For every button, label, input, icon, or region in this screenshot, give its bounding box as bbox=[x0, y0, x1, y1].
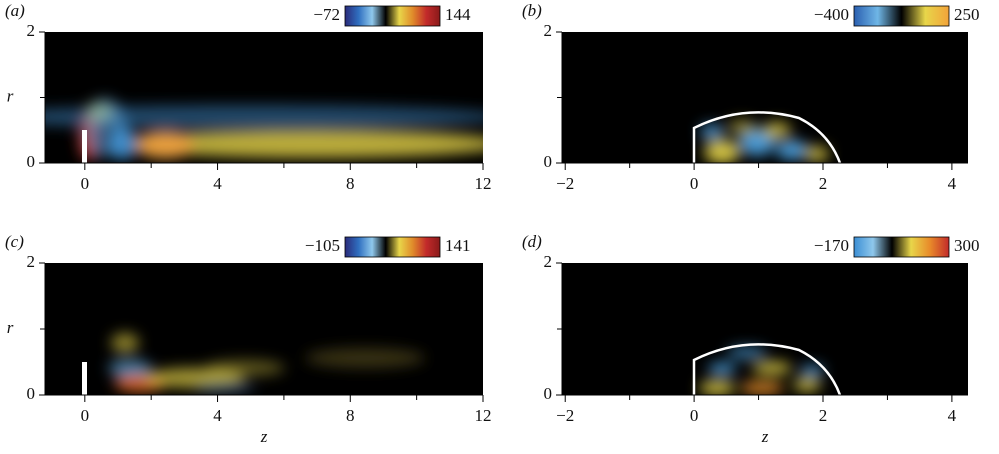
field-blob bbox=[800, 365, 824, 377]
field-blob bbox=[305, 348, 425, 368]
x-tick-label: 0 bbox=[690, 406, 699, 425]
x-axis-label: z bbox=[761, 427, 769, 446]
y-tick-label: 0 bbox=[27, 384, 36, 403]
field-blob bbox=[83, 98, 127, 158]
colorbar bbox=[853, 5, 950, 27]
panel-label: (c) bbox=[5, 232, 24, 251]
field bbox=[700, 120, 829, 163]
colorbar-min-label: −400 bbox=[814, 5, 849, 24]
field-blob bbox=[763, 122, 791, 138]
field-blob bbox=[205, 360, 285, 376]
field-blob bbox=[728, 120, 756, 134]
field-blob bbox=[135, 131, 195, 159]
field-blob bbox=[111, 333, 139, 353]
field-blob bbox=[195, 382, 255, 394]
x-tick-label: −2 bbox=[556, 406, 574, 425]
y-tick-label: 0 bbox=[544, 152, 553, 171]
x-axis-label: z bbox=[260, 427, 268, 446]
colorbar-min-label: −72 bbox=[313, 5, 340, 24]
field-blob bbox=[700, 124, 724, 140]
field-blob bbox=[776, 140, 808, 160]
bubble-outline bbox=[692, 343, 842, 396]
nozzle bbox=[82, 130, 87, 163]
x-tick-label: −2 bbox=[556, 174, 574, 193]
field-blob bbox=[793, 378, 821, 392]
field-blob bbox=[125, 130, 483, 158]
x-tick-label: 8 bbox=[346, 406, 355, 425]
x-tick-label: 2 bbox=[819, 174, 828, 193]
y-tick-label: 2 bbox=[27, 252, 36, 271]
colorbar-max-label: 250 bbox=[954, 5, 980, 24]
x-tick-label: 0 bbox=[690, 174, 699, 193]
nozzle bbox=[82, 362, 87, 395]
plot-background bbox=[45, 263, 483, 395]
field bbox=[108, 333, 425, 394]
colorbar-min-label: −170 bbox=[814, 236, 849, 255]
field-blob bbox=[704, 140, 740, 163]
x-tick-label: 12 bbox=[475, 174, 492, 193]
colorbar-max-label: 300 bbox=[954, 236, 980, 255]
x-tick-label: 2 bbox=[819, 406, 828, 425]
field-blob bbox=[727, 347, 767, 359]
bubble-outline bbox=[692, 111, 842, 164]
field-blob bbox=[805, 146, 829, 162]
x-tick-label: 4 bbox=[948, 406, 957, 425]
panel-label: (a) bbox=[5, 1, 25, 20]
y-tick-label: 0 bbox=[27, 152, 36, 171]
y-tick-label: 2 bbox=[27, 21, 36, 40]
panel-label: (d) bbox=[522, 232, 542, 251]
x-tick-label: 12 bbox=[475, 406, 492, 425]
x-tick-label: 4 bbox=[213, 174, 222, 193]
colorbar bbox=[853, 236, 950, 258]
panel-label: (b) bbox=[522, 1, 542, 20]
x-tick-label: 0 bbox=[81, 174, 90, 193]
x-tick-label: 4 bbox=[948, 174, 957, 193]
plot-background bbox=[562, 263, 968, 395]
x-tick-label: 0 bbox=[81, 406, 90, 425]
colorbar-max-label: 144 bbox=[445, 5, 471, 24]
y-tick-label: 0 bbox=[544, 384, 553, 403]
colorbar-min-label: −105 bbox=[305, 236, 340, 255]
field-blob bbox=[739, 128, 775, 156]
field-blob bbox=[45, 105, 483, 129]
y-tick-label: 2 bbox=[544, 21, 553, 40]
y-axis-label: r bbox=[7, 318, 14, 337]
colorbar bbox=[344, 236, 441, 258]
x-tick-label: 8 bbox=[346, 174, 355, 193]
x-tick-label: 4 bbox=[213, 406, 222, 425]
y-tick-label: 2 bbox=[544, 252, 553, 271]
field-blob bbox=[708, 363, 736, 375]
field-blob bbox=[740, 381, 784, 395]
colorbar bbox=[344, 5, 441, 27]
field-blob bbox=[108, 360, 152, 376]
colorbar-max-label: 141 bbox=[445, 236, 471, 255]
field-blob bbox=[699, 381, 735, 395]
field-blob bbox=[752, 362, 792, 374]
y-axis-label: r bbox=[7, 86, 14, 105]
field bbox=[45, 98, 483, 161]
field bbox=[699, 347, 824, 395]
